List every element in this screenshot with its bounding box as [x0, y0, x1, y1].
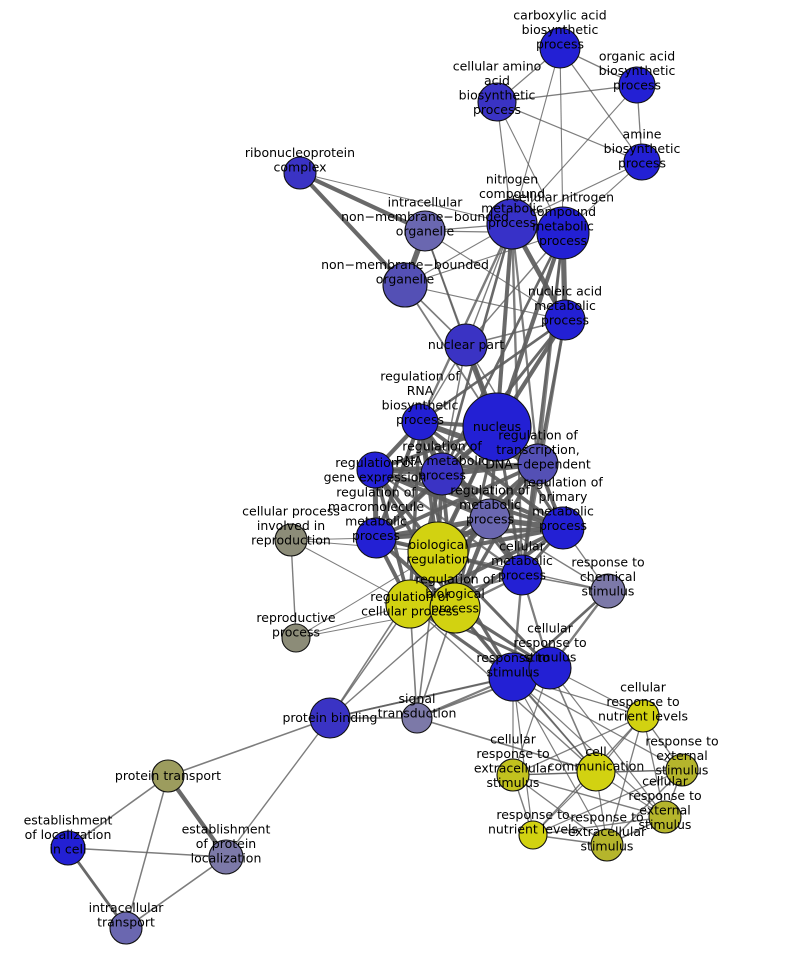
graph-edge [298, 171, 407, 287]
graph-node[interactable] [486, 198, 538, 250]
graph-edge [408, 421, 422, 605]
graph-node[interactable] [151, 759, 185, 793]
graph-edge [299, 171, 426, 233]
graph-node[interactable] [309, 697, 351, 739]
graph-node[interactable] [539, 27, 581, 69]
graph-edge [404, 232, 564, 286]
graph-node[interactable] [385, 579, 435, 629]
graph-edge [299, 172, 513, 225]
graph-node[interactable] [528, 646, 572, 690]
graph-node[interactable] [469, 498, 511, 540]
graph-edge [440, 232, 565, 475]
node-layer [50, 27, 699, 945]
graph-edge [511, 84, 638, 225]
graph-edge [416, 717, 597, 773]
graph-node[interactable] [420, 452, 464, 496]
graph-edge [329, 607, 456, 719]
graph-node[interactable] [488, 652, 538, 702]
graph-edge [374, 467, 491, 522]
graph-node[interactable] [623, 143, 661, 181]
graph-edge [606, 769, 683, 846]
graph-node[interactable] [618, 66, 656, 104]
graph-edge [496, 84, 638, 103]
graph-edge [559, 47, 643, 163]
graph-edge [375, 462, 539, 540]
graph-node[interactable] [477, 82, 517, 122]
graph-node[interactable] [407, 521, 469, 583]
graph-node[interactable] [626, 699, 660, 733]
graph-node[interactable] [274, 523, 308, 557]
graph-edge [512, 715, 644, 776]
graph-node[interactable] [281, 623, 311, 653]
graph-edge [419, 318, 566, 424]
graph-node[interactable] [517, 443, 559, 485]
graph-edge [329, 551, 439, 719]
graph-node[interactable] [404, 210, 446, 252]
graph-node[interactable] [496, 758, 530, 792]
graph-node[interactable] [541, 506, 585, 550]
graph-node[interactable] [50, 830, 86, 866]
graph-node[interactable] [518, 820, 548, 850]
graph-edge [489, 518, 609, 592]
graph-edge [559, 47, 564, 234]
graph-edge [511, 47, 561, 225]
graph-edge [374, 469, 523, 576]
graph-edge [418, 420, 565, 530]
graph-edge [549, 667, 666, 818]
graph-edge [167, 717, 331, 777]
graph-node[interactable] [590, 573, 626, 609]
graph-edge [424, 230, 566, 321]
graph-edge [125, 856, 227, 929]
graph-node[interactable] [429, 582, 481, 634]
graph-node[interactable] [576, 752, 616, 792]
graph-edge [496, 101, 643, 163]
graph-edge [441, 344, 467, 475]
graph-edge [532, 769, 683, 836]
graph-edge [512, 774, 608, 846]
graph-node[interactable] [665, 753, 699, 787]
graph-edge [512, 676, 534, 836]
graph-node[interactable] [283, 156, 317, 190]
graph-edge [374, 468, 564, 530]
graph-node[interactable] [109, 911, 143, 945]
graph-edge [418, 223, 514, 423]
graph-edge [225, 717, 331, 858]
graph-node[interactable] [401, 702, 433, 734]
graph-node[interactable] [590, 828, 624, 862]
graph-edge [67, 775, 169, 849]
graph-node[interactable] [501, 554, 543, 596]
graph-node[interactable] [536, 206, 590, 260]
graph-edge [532, 816, 666, 836]
graph-node[interactable] [401, 403, 439, 441]
graph-edge [642, 715, 666, 818]
graph-edge [512, 774, 666, 818]
graph-edge [67, 847, 227, 858]
graph-node[interactable] [444, 323, 488, 367]
graph-node[interactable] [356, 451, 394, 489]
graph-node[interactable] [382, 262, 428, 308]
graph-node[interactable] [648, 800, 682, 834]
graph-node[interactable] [208, 839, 244, 875]
graph-node[interactable] [355, 517, 397, 559]
graph-edge [404, 284, 566, 321]
graph-node[interactable] [462, 392, 532, 462]
graph-node[interactable] [544, 299, 586, 341]
